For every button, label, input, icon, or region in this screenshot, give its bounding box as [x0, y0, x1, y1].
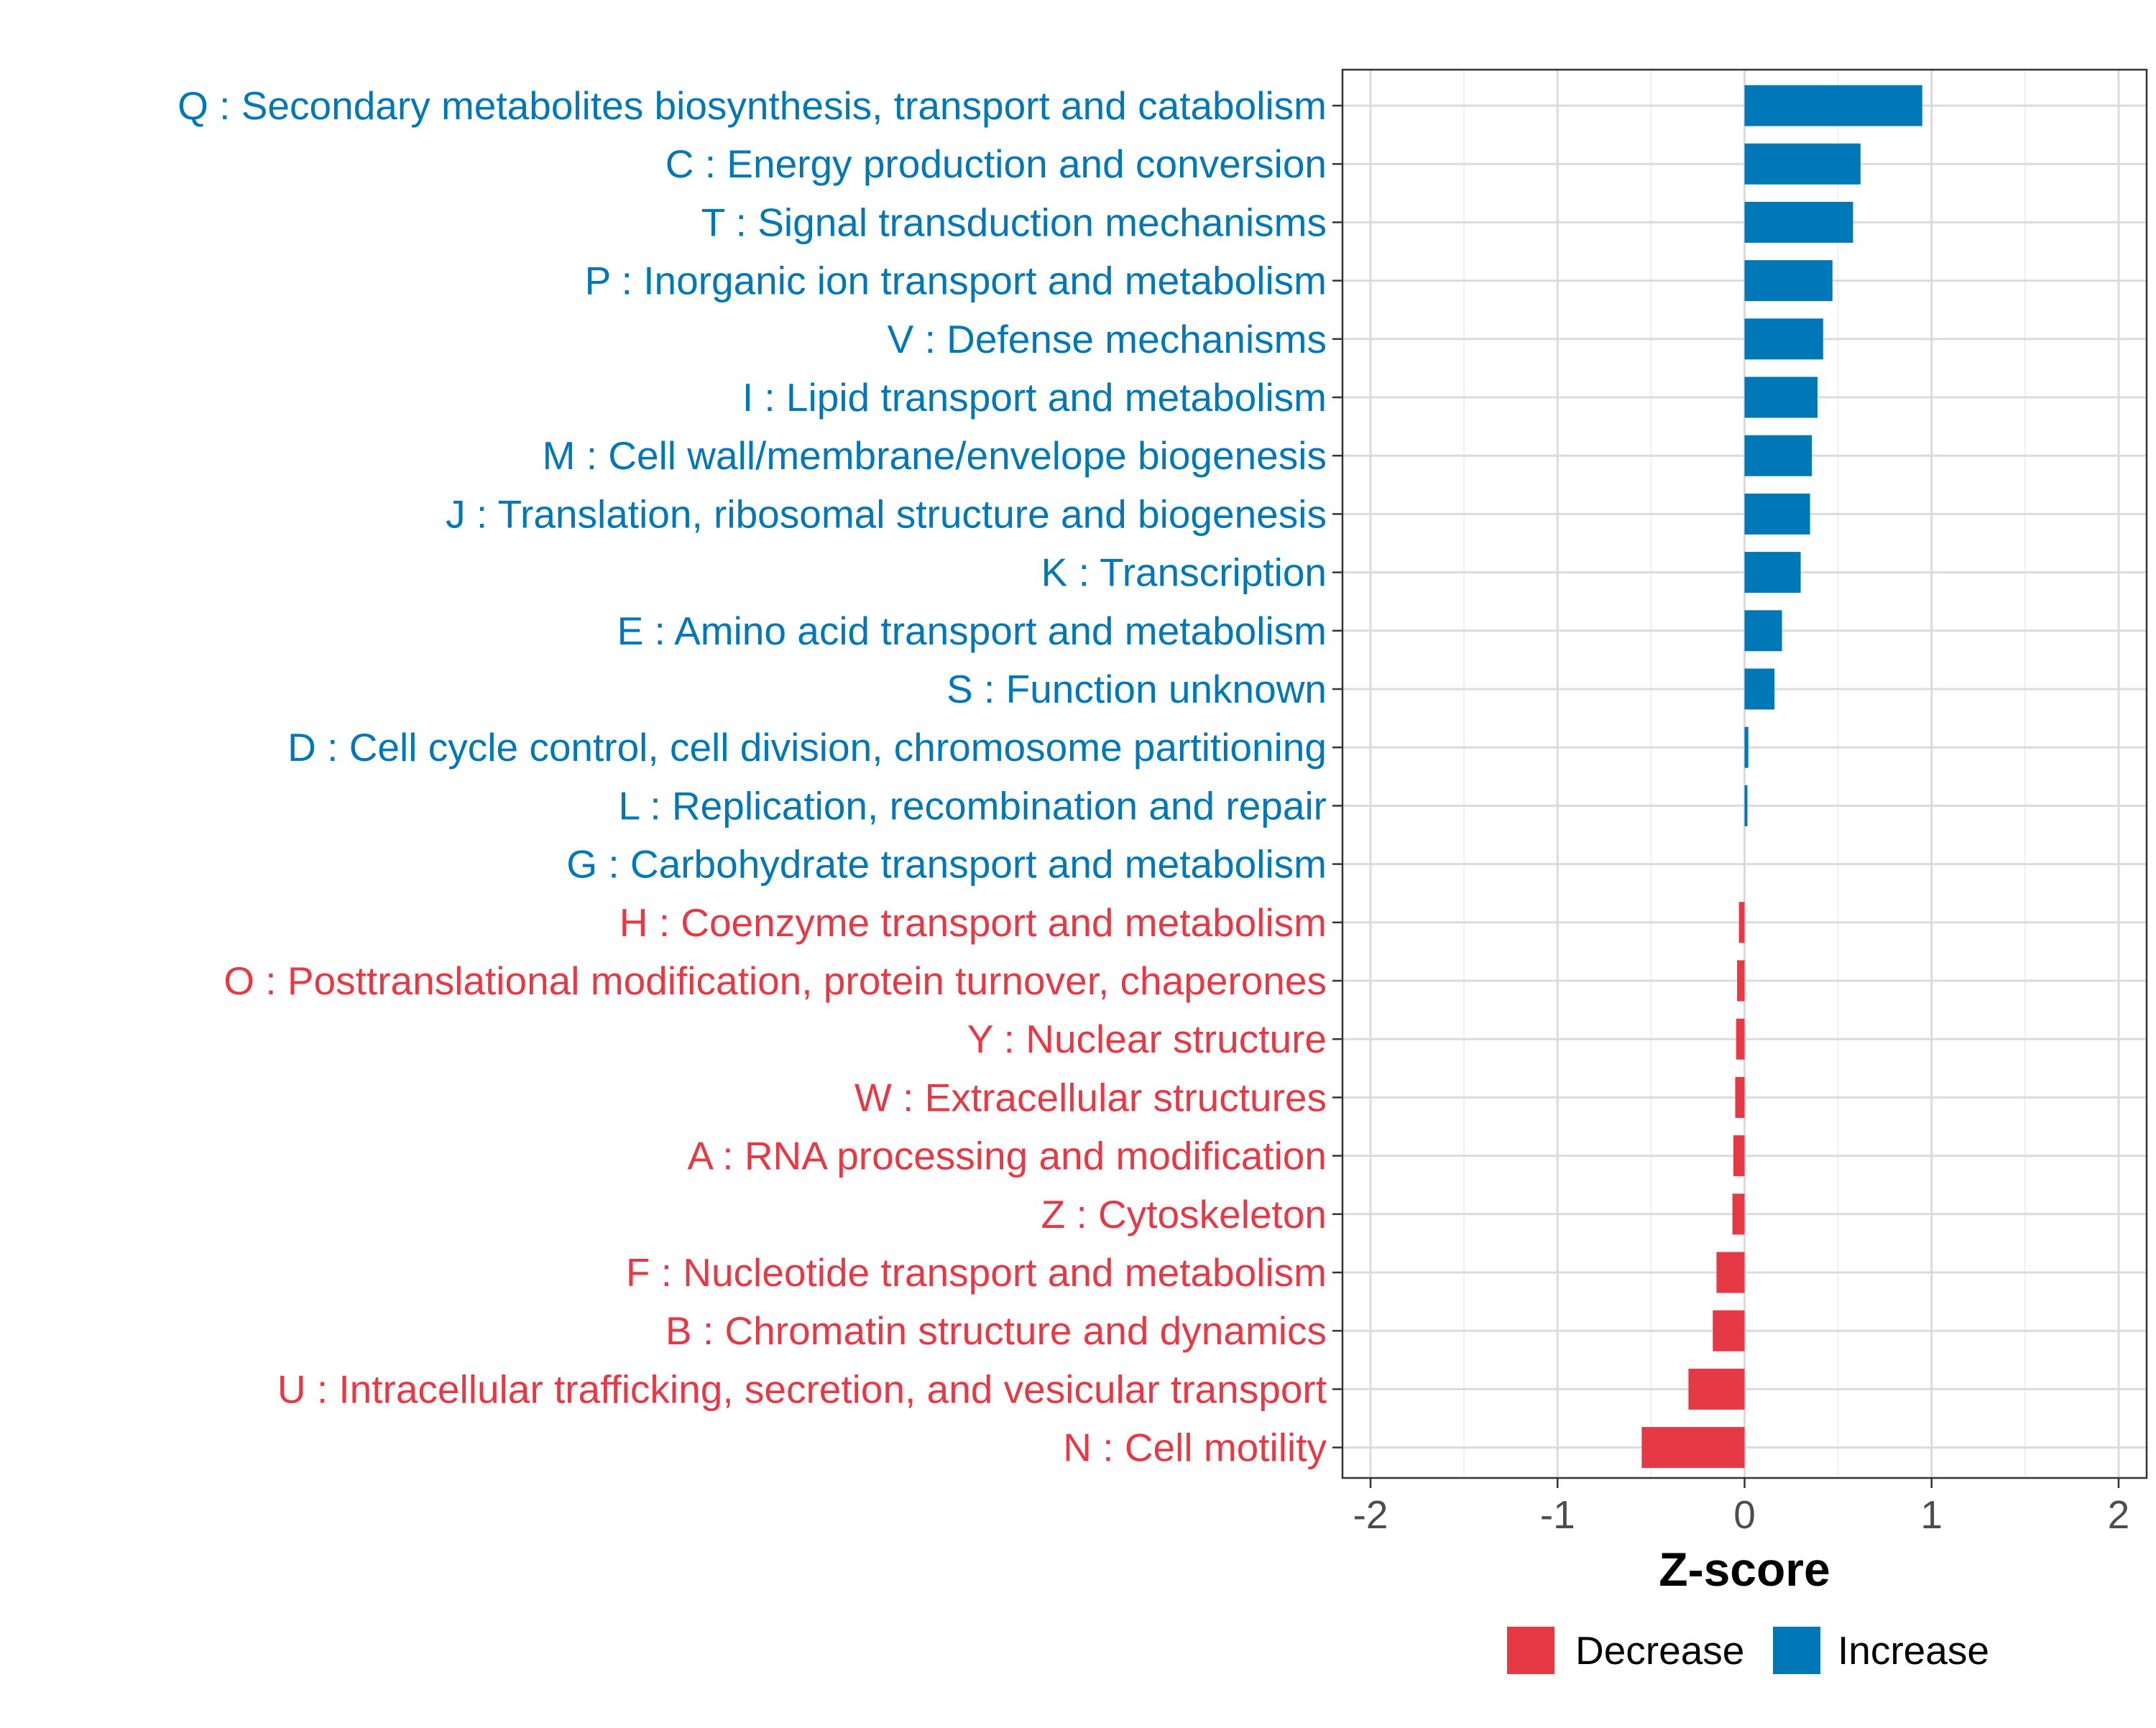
category-label: K : Transcription [1041, 550, 1327, 595]
bar-13 [1744, 785, 1748, 826]
bar-9 [1744, 552, 1801, 593]
category-label: V : Defense mechanisms [888, 317, 1327, 361]
category-label: H : Coenzyme transport and metabolism [619, 900, 1327, 945]
category-label: Q : Secondary metabolites biosynthesis, … [178, 83, 1327, 128]
x-tick-label: 0 [1733, 1492, 1756, 1537]
category-label: M : Cell wall/membrane/envelope biogenes… [543, 433, 1327, 478]
legend-key-increase [1773, 1627, 1820, 1674]
category-label: O : Posttranslational modification, prot… [224, 958, 1327, 1003]
bar-6 [1744, 376, 1818, 418]
bar-17 [1736, 1018, 1745, 1060]
bar-20 [1732, 1193, 1745, 1235]
category-label: N : Cell motility [1063, 1426, 1327, 1470]
category-label: Z : Cytoskeleton [1041, 1192, 1327, 1237]
category-label: E : Amino acid transport and metabolism [617, 609, 1327, 653]
category-label: T : Signal transduction mechanisms [701, 200, 1327, 244]
x-tick-label: -2 [1353, 1492, 1388, 1537]
bar-12 [1744, 726, 1749, 768]
bar-18 [1735, 1076, 1745, 1118]
bar-16 [1737, 960, 1745, 1002]
category-label: U : Intracellular trafficking, secretion… [277, 1367, 1327, 1411]
bar-7 [1744, 435, 1812, 476]
legend-label-decrease: Decrease [1575, 1628, 1744, 1673]
bar-19 [1733, 1135, 1745, 1177]
legend-key-decrease [1507, 1627, 1554, 1674]
bar-22 [1713, 1310, 1745, 1352]
x-tick-label: 2 [2108, 1492, 2130, 1537]
bar-8 [1744, 493, 1810, 535]
category-label: W : Extracellular structures [854, 1075, 1327, 1119]
category-label: S : Function unknown [946, 667, 1327, 711]
bar-5 [1744, 318, 1823, 360]
bar-10 [1744, 610, 1782, 652]
bar-11 [1744, 668, 1775, 710]
bar-24 [1641, 1427, 1745, 1469]
x-tick-label: 1 [1920, 1492, 1943, 1537]
category-label: F : Nucleotide transport and metabolism [626, 1250, 1327, 1295]
category-label: P : Inorganic ion transport and metaboli… [585, 259, 1327, 303]
bar-21 [1716, 1252, 1745, 1293]
bar-2 [1744, 143, 1861, 185]
bar-15 [1738, 902, 1745, 943]
bar-23 [1688, 1368, 1745, 1410]
x-tick-label: -1 [1540, 1492, 1575, 1537]
bar-4 [1744, 260, 1833, 302]
x-axis-title: Z-score [1659, 1543, 1830, 1596]
category-label: Y : Nuclear structure [967, 1017, 1327, 1061]
category-label: D : Cell cycle control, cell division, c… [287, 725, 1327, 770]
category-label: J : Translation, ribosomal structure and… [446, 491, 1327, 536]
legend-label-increase: Increase [1838, 1628, 1989, 1673]
category-label: C : Energy production and conversion [665, 142, 1327, 186]
category-label: G : Carbohydrate transport and metabolis… [566, 842, 1327, 887]
bar-3 [1744, 201, 1853, 243]
category-label: A : RNA processing and modification [687, 1134, 1327, 1178]
category-label: I : Lipid transport and metabolism [742, 375, 1327, 420]
category-label: L : Replication, recombination and repai… [619, 783, 1327, 828]
bar-1 [1744, 85, 1922, 126]
category-label: B : Chromatin structure and dynamics [665, 1308, 1327, 1353]
